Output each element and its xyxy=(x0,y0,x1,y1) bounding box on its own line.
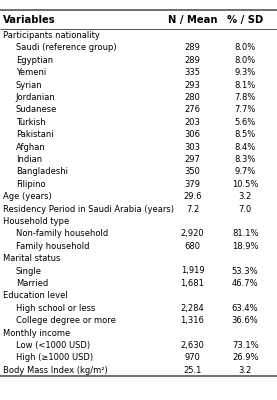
Text: 29.6: 29.6 xyxy=(183,192,202,201)
Text: 297: 297 xyxy=(184,155,201,164)
Text: Indian: Indian xyxy=(16,155,42,164)
Text: Body Mass Index (kg/m²): Body Mass Index (kg/m²) xyxy=(3,366,108,375)
Text: Education level: Education level xyxy=(3,291,68,300)
Text: Household type: Household type xyxy=(3,217,70,226)
Text: 680: 680 xyxy=(184,242,201,251)
Text: 5.6%: 5.6% xyxy=(235,118,256,127)
Text: 7.0: 7.0 xyxy=(238,204,252,214)
Text: Residency Period in Saudi Arabia (years): Residency Period in Saudi Arabia (years) xyxy=(3,204,174,214)
Text: 289: 289 xyxy=(184,56,201,65)
Text: 8.0%: 8.0% xyxy=(235,56,256,65)
Text: 8.1%: 8.1% xyxy=(235,80,256,90)
Text: Syrian: Syrian xyxy=(16,80,42,90)
Text: 73.1%: 73.1% xyxy=(232,341,258,350)
Text: 8.3%: 8.3% xyxy=(234,155,256,164)
Text: Turkish: Turkish xyxy=(16,118,45,127)
Text: Non-family household: Non-family household xyxy=(16,229,108,238)
Text: 306: 306 xyxy=(184,130,201,139)
Text: Pakistani: Pakistani xyxy=(16,130,53,139)
Text: Family household: Family household xyxy=(16,242,89,251)
Text: Egyptian: Egyptian xyxy=(16,56,53,65)
Text: 7.2: 7.2 xyxy=(186,204,199,214)
Text: Yemeni: Yemeni xyxy=(16,68,46,77)
Text: 18.9%: 18.9% xyxy=(232,242,258,251)
Text: 280: 280 xyxy=(184,93,201,102)
Text: 3.2: 3.2 xyxy=(238,366,252,375)
Text: 293: 293 xyxy=(184,80,201,90)
Text: 9.3%: 9.3% xyxy=(235,68,256,77)
Text: 276: 276 xyxy=(184,105,201,114)
Text: Participants nationality: Participants nationality xyxy=(3,31,100,40)
Text: Monthly income: Monthly income xyxy=(3,328,71,338)
Text: Low (<1000 USD): Low (<1000 USD) xyxy=(16,341,90,350)
Text: N / Mean: N / Mean xyxy=(168,15,217,25)
Text: 8.4%: 8.4% xyxy=(235,142,256,152)
Text: Bangladeshi: Bangladeshi xyxy=(16,167,68,176)
Text: 335: 335 xyxy=(184,68,201,77)
Text: 2,284: 2,284 xyxy=(181,304,204,313)
Text: High school or less: High school or less xyxy=(16,304,95,313)
Text: 303: 303 xyxy=(184,142,201,152)
Text: 81.1%: 81.1% xyxy=(232,229,258,238)
Text: 63.4%: 63.4% xyxy=(232,304,258,313)
Text: Age (years): Age (years) xyxy=(3,192,52,201)
Text: 2,920: 2,920 xyxy=(181,229,204,238)
Text: Afghan: Afghan xyxy=(16,142,45,152)
Text: 350: 350 xyxy=(184,167,201,176)
Text: 8.5%: 8.5% xyxy=(235,130,256,139)
Text: 26.9%: 26.9% xyxy=(232,353,258,362)
Text: 8.0%: 8.0% xyxy=(235,43,256,52)
Text: Saudi (reference group): Saudi (reference group) xyxy=(16,43,116,52)
Text: 1,919: 1,919 xyxy=(181,266,204,276)
Text: 379: 379 xyxy=(184,180,201,189)
Text: 3.2: 3.2 xyxy=(238,192,252,201)
Text: 10.5%: 10.5% xyxy=(232,180,258,189)
Text: Sudanese: Sudanese xyxy=(16,105,57,114)
Text: 25.1: 25.1 xyxy=(183,366,202,375)
Text: 7.8%: 7.8% xyxy=(234,93,256,102)
Text: 970: 970 xyxy=(184,353,201,362)
Text: College degree or more: College degree or more xyxy=(16,316,116,325)
Text: 53.3%: 53.3% xyxy=(232,266,258,276)
Text: 36.6%: 36.6% xyxy=(232,316,258,325)
Text: High (≥1000 USD): High (≥1000 USD) xyxy=(16,353,93,362)
Text: 9.7%: 9.7% xyxy=(235,167,256,176)
Text: Filipino: Filipino xyxy=(16,180,45,189)
Text: 46.7%: 46.7% xyxy=(232,279,258,288)
Text: Single: Single xyxy=(16,266,42,276)
Text: Marital status: Marital status xyxy=(3,254,61,263)
Text: 289: 289 xyxy=(184,43,201,52)
Text: 1,681: 1,681 xyxy=(181,279,204,288)
Text: 7.7%: 7.7% xyxy=(234,105,256,114)
Text: Variables: Variables xyxy=(3,15,56,25)
Text: % / SD: % / SD xyxy=(227,15,263,25)
Text: 2,630: 2,630 xyxy=(181,341,204,350)
Text: Married: Married xyxy=(16,279,48,288)
Text: 203: 203 xyxy=(184,118,201,127)
Text: 1,316: 1,316 xyxy=(181,316,204,325)
Text: Jordanian: Jordanian xyxy=(16,93,56,102)
